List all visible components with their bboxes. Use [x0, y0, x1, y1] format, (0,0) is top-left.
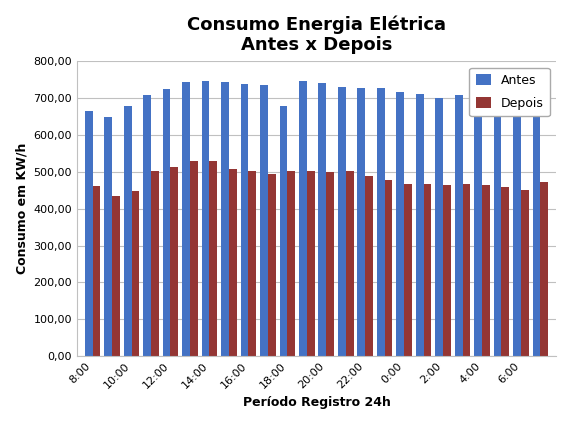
Bar — [240, 84, 248, 356]
Bar — [229, 169, 237, 356]
Bar — [521, 190, 529, 356]
Bar — [280, 106, 287, 356]
Bar — [151, 171, 159, 356]
Bar — [463, 184, 471, 356]
Title: Consumo Energia Elétrica
Antes x Depois: Consumo Energia Elétrica Antes x Depois — [187, 15, 446, 54]
Bar — [112, 196, 120, 356]
Bar — [260, 85, 268, 356]
Bar — [299, 81, 307, 356]
Bar — [202, 81, 210, 356]
Bar — [540, 182, 548, 356]
Bar — [396, 92, 404, 356]
Bar — [326, 172, 334, 356]
Bar — [424, 184, 432, 356]
Legend: Antes, Depois: Antes, Depois — [469, 68, 550, 116]
Bar — [104, 117, 112, 356]
Bar — [377, 88, 385, 356]
Bar — [475, 95, 482, 356]
Bar — [385, 180, 392, 356]
X-axis label: Período Registro 24h: Período Registro 24h — [243, 396, 391, 409]
Bar — [268, 174, 276, 356]
Bar — [93, 186, 100, 356]
Bar — [482, 185, 490, 356]
Bar — [287, 171, 295, 356]
Bar — [357, 88, 365, 356]
Bar — [190, 161, 198, 356]
Bar — [435, 98, 443, 356]
Bar — [533, 71, 540, 356]
Bar — [163, 89, 171, 356]
Y-axis label: Consumo em KW/h: Consumo em KW/h — [15, 143, 28, 274]
Bar — [131, 191, 139, 356]
Bar — [513, 98, 521, 356]
Bar — [365, 176, 373, 356]
Bar — [307, 171, 315, 356]
Bar — [248, 171, 256, 356]
Bar — [124, 106, 131, 356]
Bar — [501, 187, 509, 356]
Bar — [494, 99, 501, 356]
Bar — [338, 87, 345, 356]
Bar — [455, 95, 463, 356]
Bar — [143, 95, 151, 356]
Bar — [416, 94, 424, 356]
Bar — [182, 82, 190, 356]
Bar — [210, 161, 217, 356]
Bar — [404, 184, 412, 356]
Bar — [319, 83, 326, 356]
Bar — [171, 167, 178, 356]
Bar — [443, 185, 451, 356]
Bar — [221, 82, 229, 356]
Bar — [85, 111, 93, 356]
Bar — [345, 171, 353, 356]
